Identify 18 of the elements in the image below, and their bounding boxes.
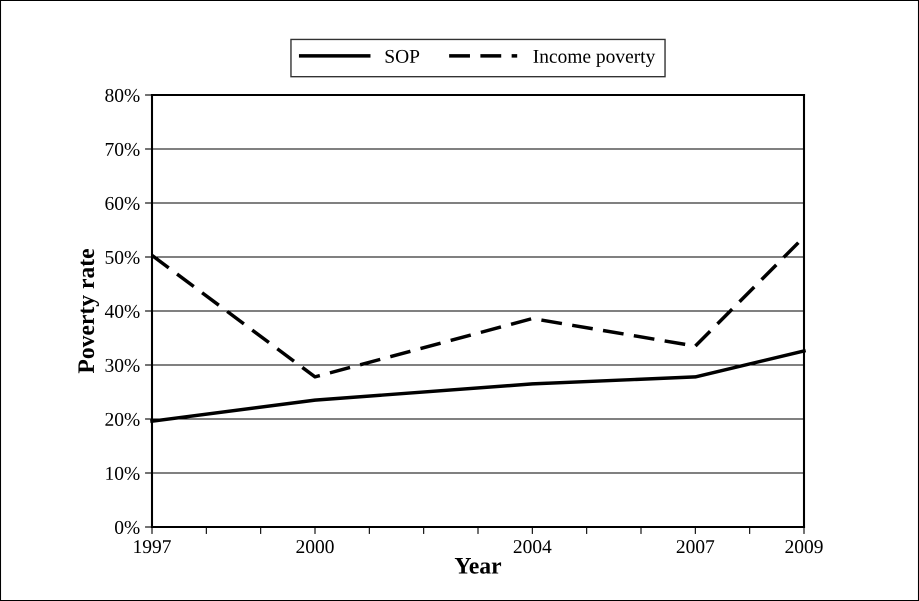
x-axis-title: Year xyxy=(454,558,502,574)
legend-label: Income poverty xyxy=(533,50,656,67)
y-axis-title: Poverty rate xyxy=(78,249,99,374)
x-tick-label: 2007 xyxy=(676,540,714,554)
x-tick-label: 2000 xyxy=(296,540,334,554)
y-tick-label: 20% xyxy=(105,412,140,426)
y-tick-label: 70% xyxy=(106,142,140,156)
y-tick-label: 0% xyxy=(115,520,140,534)
y-tick-label: 80% xyxy=(105,88,140,102)
y-tick-label: 50% xyxy=(106,250,140,264)
x-tick-label: 2009 xyxy=(785,540,823,554)
y-tick-label: 30% xyxy=(105,358,140,372)
y-tick-label: 10% xyxy=(106,466,140,480)
y-tick-label: 40% xyxy=(104,304,140,318)
x-tick-label: 2004 xyxy=(514,540,552,554)
y-tick-label: 60% xyxy=(105,196,140,210)
legend-label: SOP xyxy=(386,50,420,63)
x-tick-label: 1997 xyxy=(134,540,171,554)
